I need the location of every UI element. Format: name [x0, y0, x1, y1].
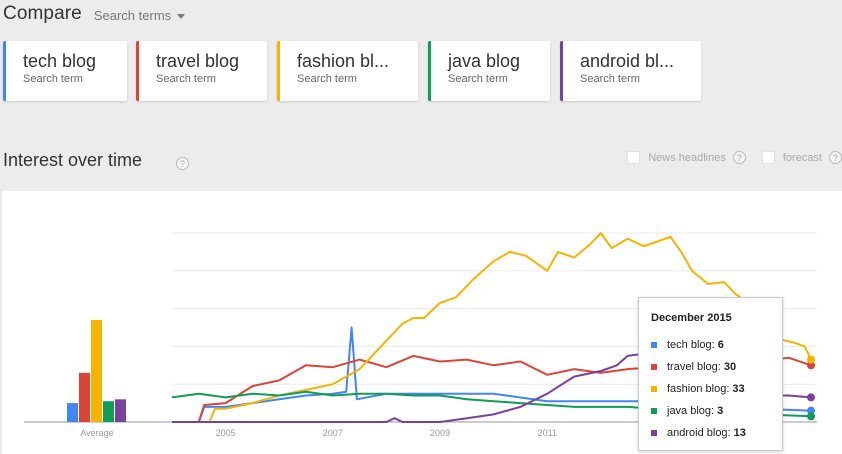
- forecast-option: forecast ?: [761, 151, 842, 164]
- term-sublabel: Search term: [156, 73, 216, 85]
- series-end-marker: [807, 393, 815, 402]
- legend-swatch-icon: [651, 364, 657, 370]
- series-end-marker: [807, 355, 815, 364]
- caret-down-icon: [177, 13, 186, 19]
- term-label: tech blog: [23, 51, 97, 71]
- tooltip-row: java blog:3: [651, 400, 782, 422]
- news-headlines-checkbox[interactable]: [627, 151, 641, 164]
- term-sublabel: Search term: [580, 73, 640, 85]
- average-bar: [79, 372, 90, 422]
- tooltip-row: fashion blog:33: [651, 378, 782, 400]
- section-title: Interest over time: [3, 150, 143, 170]
- average-bar: [67, 403, 78, 422]
- help-icon[interactable]: ?: [732, 151, 746, 164]
- average-bar: [115, 399, 126, 422]
- forecast-label: forecast: [782, 151, 822, 164]
- series-end-marker: [807, 406, 815, 415]
- tooltip-series-name: java blog: [667, 405, 712, 417]
- tooltip-value: 33: [732, 383, 745, 395]
- tooltip-series-name: tech blog: [667, 339, 712, 351]
- term-card-java-blog[interactable]: java blog Search term: [428, 41, 550, 101]
- search-terms-dropdown[interactable]: Search terms: [93, 5, 186, 23]
- term-label: android bl...: [580, 51, 675, 71]
- term-card-tech-blog[interactable]: tech blog Search term: [3, 41, 127, 101]
- forecast-checkbox[interactable]: [761, 151, 775, 164]
- x-tick-label: 2011: [538, 428, 557, 438]
- term-card-travel-blog[interactable]: travel blog Search term: [136, 41, 267, 101]
- x-tick-label: 2005: [216, 428, 236, 438]
- term-label: travel blog: [156, 51, 240, 71]
- average-label: Average: [80, 428, 113, 438]
- x-tick-label: 2007: [323, 428, 343, 438]
- term-label: fashion bl...: [297, 51, 390, 71]
- tooltip-series-name: fashion blog: [667, 383, 727, 395]
- term-sublabel: Search term: [448, 73, 508, 85]
- news-headlines-option: News headlines ?: [627, 151, 746, 164]
- average-bar: [103, 401, 114, 422]
- term-sublabel: Search term: [297, 73, 357, 85]
- search-term-cards: tech blog Search term travel blog Search…: [3, 41, 710, 101]
- dropdown-label: Search terms: [93, 8, 172, 23]
- tooltip-value: 13: [733, 427, 746, 439]
- tooltip-value: 6: [717, 339, 724, 351]
- term-card-android-blog[interactable]: android bl... Search term: [560, 41, 701, 101]
- interest-over-time-chart[interactable]: Average 2005 2007 2009 2011: [2, 191, 842, 454]
- tooltip-value: 3: [717, 405, 724, 417]
- chart-options: News headlines ? forecast ?: [627, 151, 842, 164]
- series-line: [172, 232, 812, 423]
- x-tick-label: 2009: [430, 428, 450, 438]
- compare-title: Compare: [3, 3, 82, 24]
- term-label: java blog: [448, 51, 521, 71]
- average-bar: [91, 319, 102, 422]
- legend-swatch-icon: [651, 342, 657, 348]
- tooltip-row: travel blog:30: [651, 356, 782, 378]
- legend-swatch-icon: [651, 430, 657, 436]
- tooltip-value: 30: [723, 361, 737, 373]
- series-end-marker: [807, 412, 815, 421]
- tooltip-series-name: travel blog: [667, 361, 718, 373]
- tooltip-title: December 2015: [651, 312, 732, 324]
- term-card-fashion-blog[interactable]: fashion bl... Search term: [277, 41, 418, 101]
- term-sublabel: Search term: [23, 73, 83, 85]
- legend-swatch-icon: [651, 408, 657, 414]
- series-end-marker: [807, 361, 815, 370]
- help-icon[interactable]: ?: [829, 151, 842, 164]
- chart-tooltip: December 2015 tech blog:6 travel blog:30…: [638, 297, 783, 451]
- tooltip-row: tech blog:6: [651, 334, 782, 356]
- tooltip-row: android blog:13: [651, 422, 782, 444]
- help-icon[interactable]: ?: [176, 157, 189, 170]
- news-headlines-label: News headlines: [648, 151, 726, 164]
- legend-swatch-icon: [651, 386, 657, 392]
- tooltip-series-name: android blog: [667, 427, 728, 439]
- compare-header: Compare Search terms: [3, 0, 186, 28]
